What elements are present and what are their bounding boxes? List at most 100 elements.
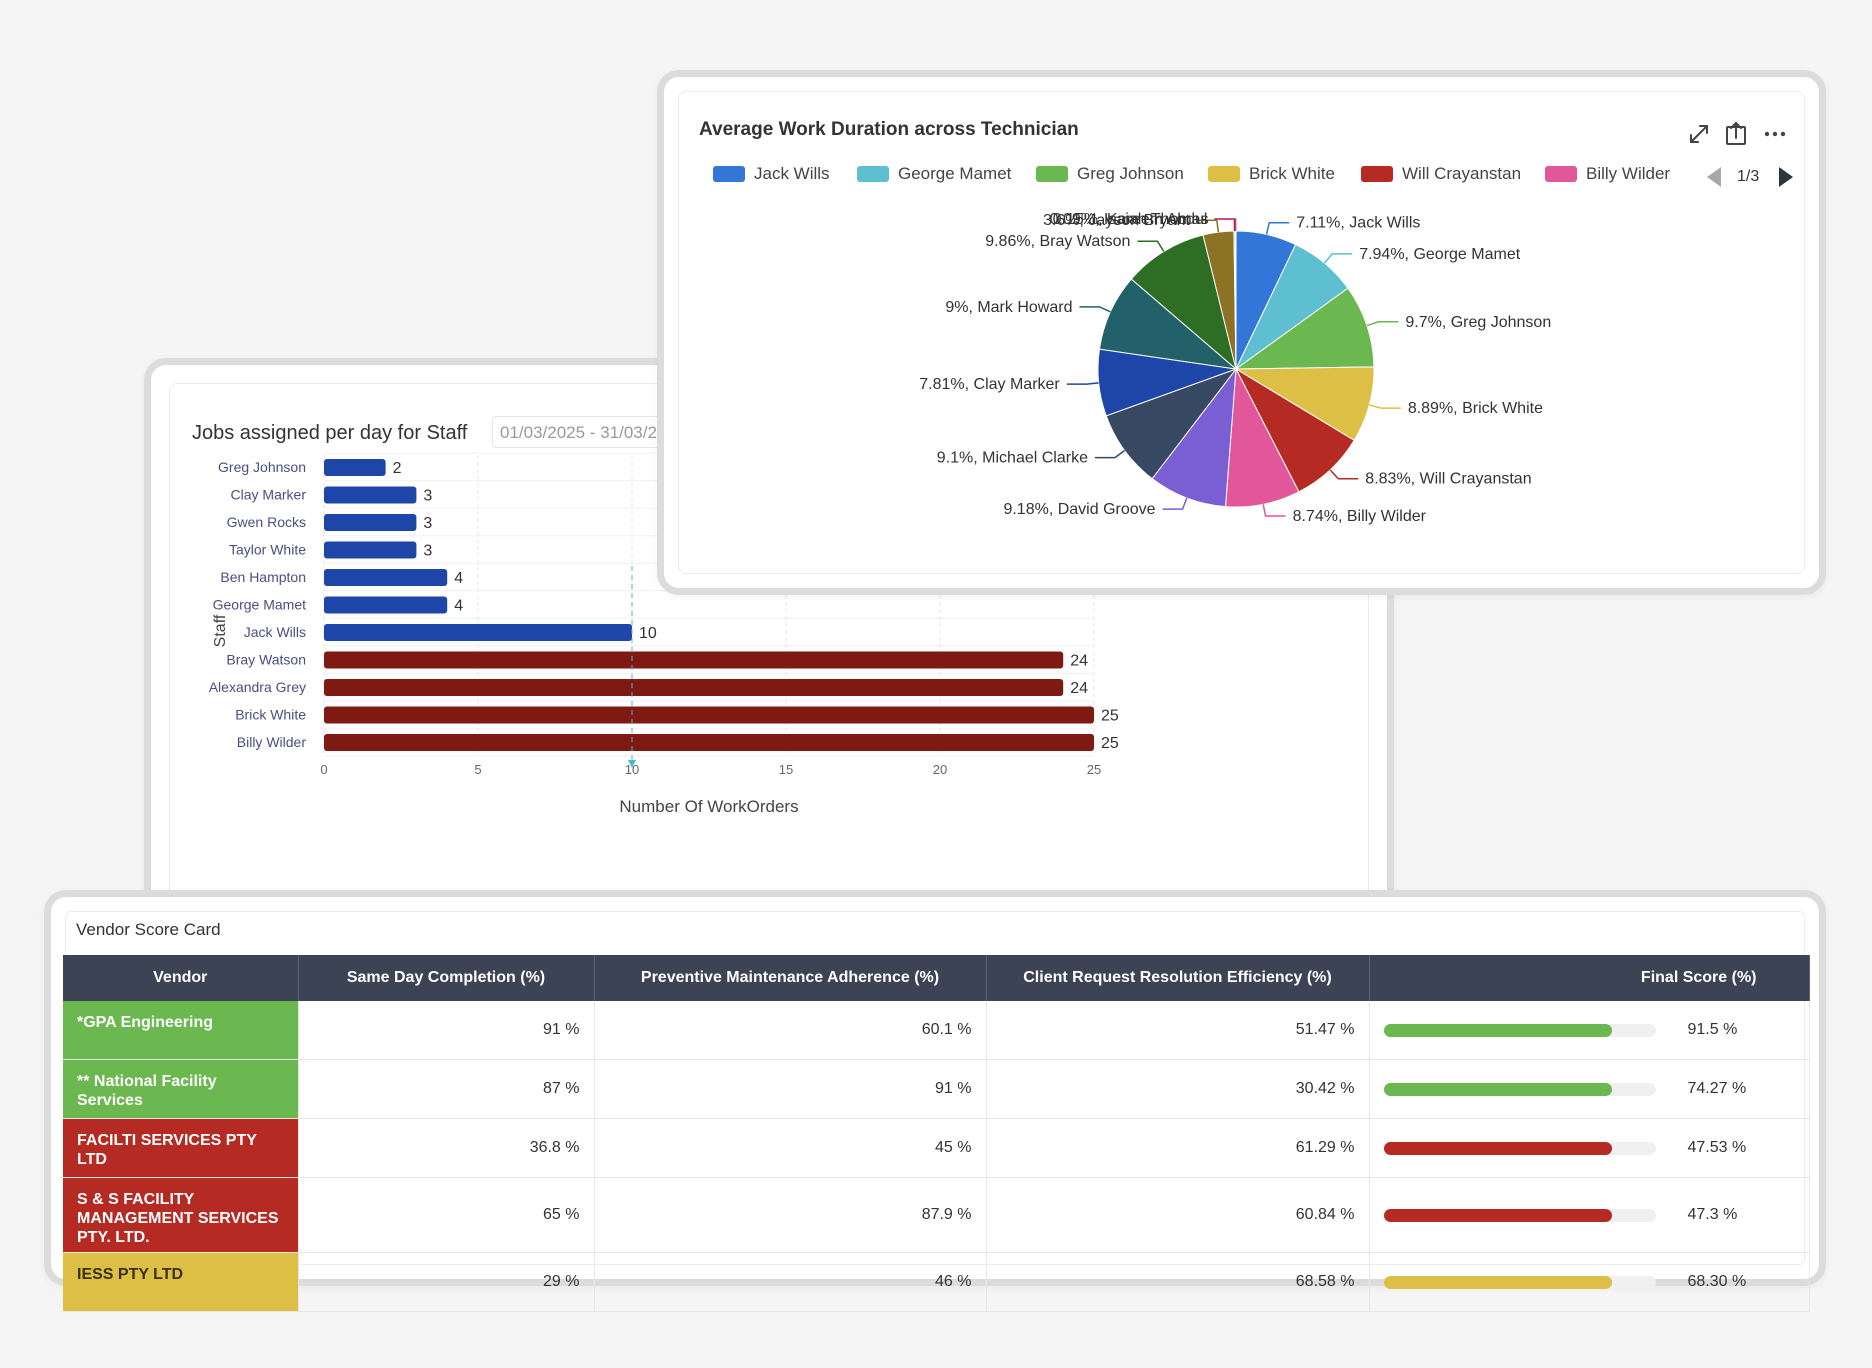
vendor-name-cell: FACILTI SERVICES PTY LTD: [63, 1118, 299, 1178]
pie-card: Average Work Duration across Technician …: [678, 91, 1805, 574]
pie-data-label: 9%, Mark Howard: [945, 299, 1072, 316]
score-bar-fill: [1383, 1023, 1612, 1037]
y-tick-label: Greg Johnson: [218, 459, 306, 475]
x-tick-label: 5: [474, 762, 481, 777]
legend-label: Will Crayanstan: [1402, 164, 1522, 183]
vendor-score-table: Vendor Same Day Completion (%) Preventiv…: [63, 955, 1810, 1312]
y-tick-label: Jack Wills: [244, 624, 306, 640]
pie-leader-line: [1162, 497, 1188, 510]
bar: [324, 459, 386, 476]
x-tick-label: 10: [625, 762, 639, 777]
bar-data-label: 10: [639, 625, 657, 642]
pie-leader-line: [1366, 321, 1399, 327]
pie-slice: [1234, 287, 1375, 370]
legend-item-greg-johnson[interactable]: Greg Johnson: [1036, 164, 1184, 184]
legend-item-jack-wills[interactable]: Jack Wills: [713, 164, 830, 184]
vendor-name-cell: *GPA Engineering: [63, 1001, 299, 1060]
legend-swatch: [1361, 166, 1393, 182]
bar-data-label: 25: [1101, 708, 1119, 725]
column-header-resolution[interactable]: Client Request Resolution Efficiency (%): [986, 955, 1370, 1001]
column-header-same-day[interactable]: Same Day Completion (%): [298, 955, 595, 1001]
bar-data-label: 24: [1070, 680, 1088, 697]
vendor-card-title: Vendor Score Card: [76, 920, 221, 939]
final-score-cell: 74.27 %: [1369, 1059, 1810, 1119]
pie-data-label: 7.11%, Jack Wills: [1296, 215, 1420, 232]
x-axis-label: Number Of WorkOrders: [619, 797, 798, 816]
legend-item-george-mamet[interactable]: George Mamet: [857, 164, 1011, 184]
pie-data-label: 8.83%, Will Crayanstan: [1365, 471, 1531, 488]
legend-swatch: [1545, 166, 1577, 182]
pie-leader-line: [1323, 253, 1353, 264]
prev-page-icon[interactable]: [1707, 167, 1721, 187]
final-score-bar: 74.27 %: [1383, 1080, 1795, 1098]
y-tick-label: Taylor White: [229, 542, 306, 558]
legend-page-number: 1/3: [1737, 168, 1760, 185]
pie-data-label: 7.81%, Clay Marker: [919, 376, 1060, 393]
bar: [324, 514, 417, 531]
final-score-bar: 68.30 %: [1383, 1273, 1795, 1291]
legend-swatch: [857, 166, 889, 182]
pie-data-label: 9.7%, Greg Johnson: [1405, 314, 1551, 331]
table-header-row: Vendor Same Day Completion (%) Preventiv…: [63, 955, 1810, 1001]
export-icon[interactable]: [1722, 120, 1750, 148]
score-bar-fill: [1383, 1275, 1612, 1289]
column-header-preventive[interactable]: Preventive Maintenance Adherence (%): [594, 955, 987, 1001]
column-header-final-score[interactable]: Final Score (%): [1369, 955, 1810, 1001]
same-day-cell: 87 %: [298, 1059, 595, 1119]
final-score-value: 47.53 %: [1687, 1139, 1747, 1156]
table-row[interactable]: S & S FACILITY MANAGEMENT SERVICES PTY. …: [63, 1177, 1810, 1253]
preventive-cell: 60.1 %: [594, 1001, 987, 1060]
resolution-cell: 60.84 %: [986, 1177, 1370, 1253]
bar: [324, 624, 632, 641]
bar: [324, 679, 1064, 696]
y-tick-label: Bray Watson: [226, 652, 306, 668]
legend-swatch: [713, 166, 745, 182]
table-row[interactable]: ** National Facility Services 87 % 91 % …: [63, 1059, 1810, 1119]
pie-leader-line: [1066, 382, 1099, 385]
score-bar-track: [1383, 1082, 1656, 1096]
final-score-value: 74.27 %: [1687, 1080, 1747, 1097]
pie-data-label: 8.74%, Billy Wilder: [1293, 508, 1427, 525]
score-bar-fill: [1383, 1141, 1612, 1155]
preventive-cell: 45 %: [594, 1118, 987, 1178]
reference-marker: [628, 760, 636, 768]
pie-leader-line: [1329, 469, 1359, 480]
pie-leader-line: [1196, 219, 1220, 233]
bar-data-label: 3: [423, 515, 432, 532]
legend-item-billy-wilder[interactable]: Billy Wilder: [1545, 164, 1670, 184]
score-bar-fill: [1383, 1082, 1612, 1096]
expand-icon[interactable]: [1685, 120, 1713, 148]
legend-item-will-crayanstan[interactable]: Will Crayanstan: [1361, 164, 1521, 184]
bar-data-label: 3: [423, 543, 432, 560]
legend-item-brick-white[interactable]: Brick White: [1208, 164, 1335, 184]
pie-data-label: 9.86%, Bray Watson: [985, 233, 1130, 250]
x-tick-label: 20: [933, 762, 947, 777]
final-score-value: 91.5 %: [1687, 1021, 1738, 1038]
bar: [324, 706, 1094, 724]
pie-slice: [1130, 234, 1237, 371]
vendor-name-cell: S & S FACILITY MANAGEMENT SERVICES PTY. …: [63, 1177, 299, 1253]
final-score-cell: 68.30 %: [1369, 1252, 1810, 1312]
resolution-cell: 30.42 %: [986, 1059, 1370, 1119]
legend-label: Greg Johnson: [1077, 164, 1184, 183]
y-tick-label: Ben Hampton: [220, 569, 306, 585]
table-row[interactable]: FACILTI SERVICES PTY LTD 36.8 % 45 % 61.…: [63, 1118, 1810, 1178]
bar: [324, 569, 448, 586]
y-tick-label: Clay Marker: [231, 487, 307, 503]
final-score-value: 68.30 %: [1687, 1273, 1747, 1290]
column-header-vendor[interactable]: Vendor: [63, 955, 299, 1001]
preventive-cell: 46 %: [594, 1252, 987, 1312]
pie-leader-line: [1369, 404, 1401, 409]
legend-label: Billy Wilder: [1586, 164, 1671, 183]
pie-leader-line: [1262, 504, 1286, 517]
pie-leader-line: [1079, 306, 1111, 313]
table-row[interactable]: *GPA Engineering 91 % 60.1 % 51.47 % 91.…: [63, 1001, 1810, 1060]
pie-slice: [1105, 367, 1238, 480]
bar: [324, 596, 448, 614]
table-row[interactable]: IESS PTY LTD 29 % 46 % 68.58 % 68.30 %: [63, 1252, 1810, 1312]
bar-data-label: 24: [1070, 653, 1088, 670]
jobs-card-title: Jobs assigned per day for Staff: [192, 422, 468, 444]
pie-leader-line: [1265, 221, 1290, 235]
next-page-icon[interactable]: [1779, 167, 1793, 187]
more-icon[interactable]: [1761, 120, 1789, 148]
